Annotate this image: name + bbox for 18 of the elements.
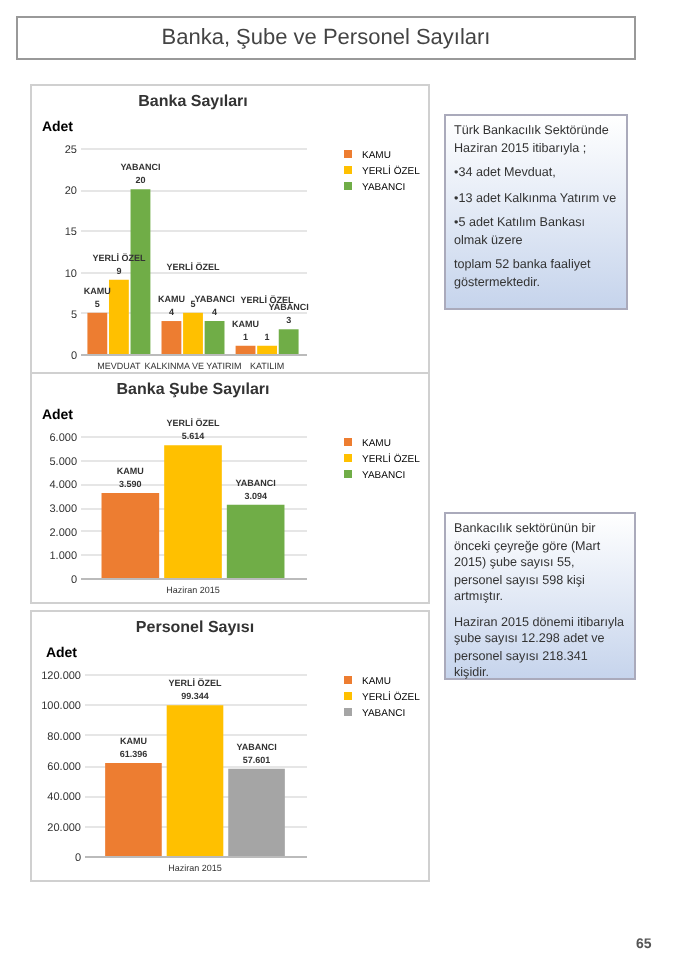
bar [278,329,299,354]
bar [235,345,256,354]
bar [183,312,203,354]
bar [226,504,285,578]
chart-title: Banka Sayıları [138,92,248,110]
text: Banka, Şube ve Personel Sayıları [159,26,493,50]
bar [105,762,162,856]
bar [101,493,160,578]
bar [108,279,129,354]
bar [164,445,222,578]
bar [228,768,285,856]
chart-title: Banka Şube Sayıları [116,380,270,398]
bar [161,321,182,354]
bar [87,312,108,354]
bar [204,321,225,354]
bar [257,345,278,354]
bar [166,705,224,856]
chart-title: Personel Sayısı [135,618,255,636]
